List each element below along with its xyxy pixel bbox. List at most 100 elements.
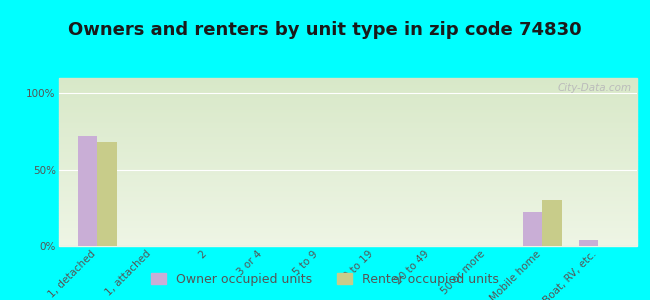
Bar — [58, 201, 637, 202]
Bar — [58, 95, 637, 97]
Bar — [58, 110, 637, 112]
Bar — [58, 90, 637, 92]
Bar — [58, 226, 637, 227]
Bar — [58, 238, 637, 239]
Bar — [58, 244, 637, 246]
Bar — [58, 227, 637, 229]
Bar — [58, 184, 637, 185]
Bar — [58, 174, 637, 176]
Bar — [58, 140, 637, 142]
Bar — [58, 154, 637, 155]
Bar — [58, 207, 637, 209]
Bar — [58, 148, 637, 150]
Bar — [58, 78, 637, 80]
Bar — [58, 152, 637, 154]
Text: Owners and renters by unit type in zip code 74830: Owners and renters by unit type in zip c… — [68, 21, 582, 39]
Bar — [58, 164, 637, 165]
Bar — [58, 86, 637, 88]
Bar — [58, 162, 637, 164]
Bar — [58, 147, 637, 148]
Bar — [58, 179, 637, 181]
Bar — [58, 105, 637, 106]
Bar — [58, 127, 637, 128]
Bar — [58, 142, 637, 143]
Bar — [58, 81, 637, 83]
Bar — [58, 219, 637, 221]
Bar — [58, 88, 637, 90]
Bar — [58, 211, 637, 212]
Bar — [58, 187, 637, 189]
Bar — [58, 182, 637, 184]
Bar — [58, 118, 637, 120]
Bar — [58, 170, 637, 172]
Bar — [58, 204, 637, 206]
Bar — [58, 113, 637, 115]
Bar — [58, 223, 637, 224]
Bar — [58, 218, 637, 219]
Bar — [58, 167, 637, 169]
Bar — [58, 169, 637, 170]
Legend: Owner occupied units, Renter occupied units: Owner occupied units, Renter occupied un… — [146, 268, 504, 291]
Bar — [58, 117, 637, 118]
Bar — [58, 181, 637, 182]
Bar — [58, 236, 637, 238]
Bar — [58, 176, 637, 177]
Bar — [58, 214, 637, 216]
Bar — [58, 243, 637, 244]
Bar — [58, 134, 637, 135]
Bar — [58, 122, 637, 123]
Bar — [58, 224, 637, 226]
Bar — [58, 190, 637, 192]
Bar — [58, 189, 637, 190]
Bar — [58, 83, 637, 85]
Bar — [58, 97, 637, 98]
Bar — [58, 197, 637, 199]
Bar — [58, 137, 637, 139]
Bar — [58, 209, 637, 211]
Bar — [58, 157, 637, 159]
Bar — [98, 142, 117, 246]
Bar — [58, 112, 637, 113]
Bar — [58, 93, 637, 95]
Bar — [58, 80, 637, 81]
Bar — [58, 115, 637, 117]
Bar — [58, 155, 637, 157]
Bar — [58, 212, 637, 214]
Bar — [58, 196, 637, 197]
Bar — [58, 159, 637, 160]
Bar — [58, 231, 637, 232]
Bar — [58, 123, 637, 125]
Bar — [58, 139, 637, 140]
Bar — [58, 130, 637, 132]
Bar — [58, 239, 637, 241]
Bar — [58, 194, 637, 196]
Bar — [58, 132, 637, 134]
Bar — [58, 241, 637, 243]
Bar — [58, 216, 637, 218]
Bar — [58, 150, 637, 152]
Bar — [523, 212, 543, 246]
Bar — [58, 120, 637, 122]
Bar — [58, 135, 637, 137]
Bar — [58, 234, 637, 236]
Bar — [58, 172, 637, 174]
Bar — [58, 206, 637, 207]
Bar — [58, 98, 637, 100]
Bar — [58, 177, 637, 179]
Bar — [58, 128, 637, 130]
Bar — [58, 103, 637, 105]
Bar — [58, 143, 637, 145]
Bar — [58, 101, 637, 103]
Text: City-Data.com: City-Data.com — [557, 83, 631, 93]
Bar — [58, 92, 637, 93]
Bar — [58, 106, 637, 108]
Bar — [58, 232, 637, 234]
Bar — [58, 185, 637, 187]
Bar — [58, 108, 637, 110]
Bar — [58, 192, 637, 194]
Bar — [578, 240, 598, 246]
Bar — [58, 100, 637, 101]
Bar — [58, 221, 637, 223]
Bar — [58, 125, 637, 127]
Bar — [58, 165, 637, 167]
